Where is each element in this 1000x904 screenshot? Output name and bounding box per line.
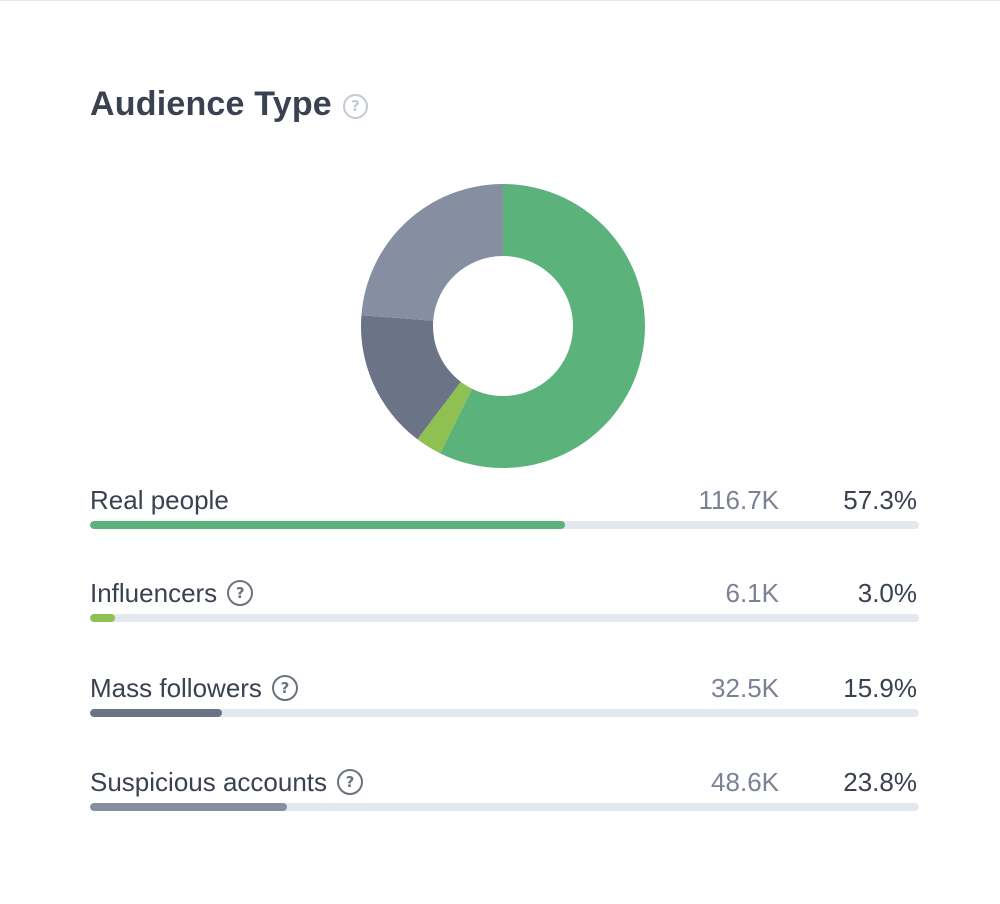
category-label: Mass followers bbox=[90, 672, 262, 703]
row-label: Real people bbox=[90, 483, 229, 517]
progress-fill bbox=[90, 709, 222, 717]
category-label: Real people bbox=[90, 484, 229, 515]
card-title: Audience Type bbox=[90, 84, 332, 123]
row-label: Mass followers? bbox=[90, 671, 298, 705]
donut-slice-suspicious-accounts[interactable] bbox=[361, 184, 503, 321]
count-value: 32.5K bbox=[711, 673, 779, 703]
help-icon[interactable]: ? bbox=[271, 675, 298, 701]
progress-track bbox=[90, 709, 919, 717]
top-divider bbox=[0, 0, 1000, 1]
progress-fill bbox=[90, 614, 115, 622]
progress-track bbox=[90, 614, 919, 622]
audience-row-suspicious-accounts: Suspicious accounts? 48.6K 23.8% bbox=[90, 765, 919, 815]
help-icon[interactable]: ? bbox=[227, 580, 254, 606]
help-icon[interactable]: ? bbox=[337, 769, 364, 795]
progress-track bbox=[90, 803, 919, 811]
percent-value: 15.9% bbox=[843, 673, 917, 703]
row-label: Influencers? bbox=[90, 576, 254, 610]
donut-slice-mass-followers[interactable] bbox=[361, 315, 461, 440]
progress-fill bbox=[90, 521, 566, 529]
count-value: 116.7K bbox=[698, 485, 779, 515]
count-value: 6.1K bbox=[725, 578, 780, 608]
percent-value: 57.3% bbox=[843, 485, 917, 515]
donut-chart bbox=[361, 184, 645, 468]
progress-track bbox=[90, 521, 919, 529]
count-value: 48.6K bbox=[711, 767, 779, 797]
donut-slice-influencers[interactable] bbox=[417, 381, 473, 454]
help-icon[interactable]: ? bbox=[342, 93, 368, 119]
card-header: Audience Type ? bbox=[90, 82, 368, 126]
audience-row-mass-followers: Mass followers? 32.5K 15.9% bbox=[90, 671, 919, 721]
percent-value: 3.0% bbox=[857, 578, 917, 608]
percent-value: 23.8% bbox=[843, 767, 917, 797]
row-label: Suspicious accounts? bbox=[90, 765, 364, 799]
progress-fill bbox=[90, 803, 288, 811]
category-label: Suspicious accounts bbox=[90, 766, 328, 797]
audience-row-influencers: Influencers? 6.1K 3.0% bbox=[90, 576, 919, 626]
category-label: Influencers bbox=[90, 577, 218, 608]
donut-slice-real-people[interactable] bbox=[440, 184, 645, 468]
audience-row-real-people: Real people 116.7K 57.3% bbox=[90, 483, 919, 533]
